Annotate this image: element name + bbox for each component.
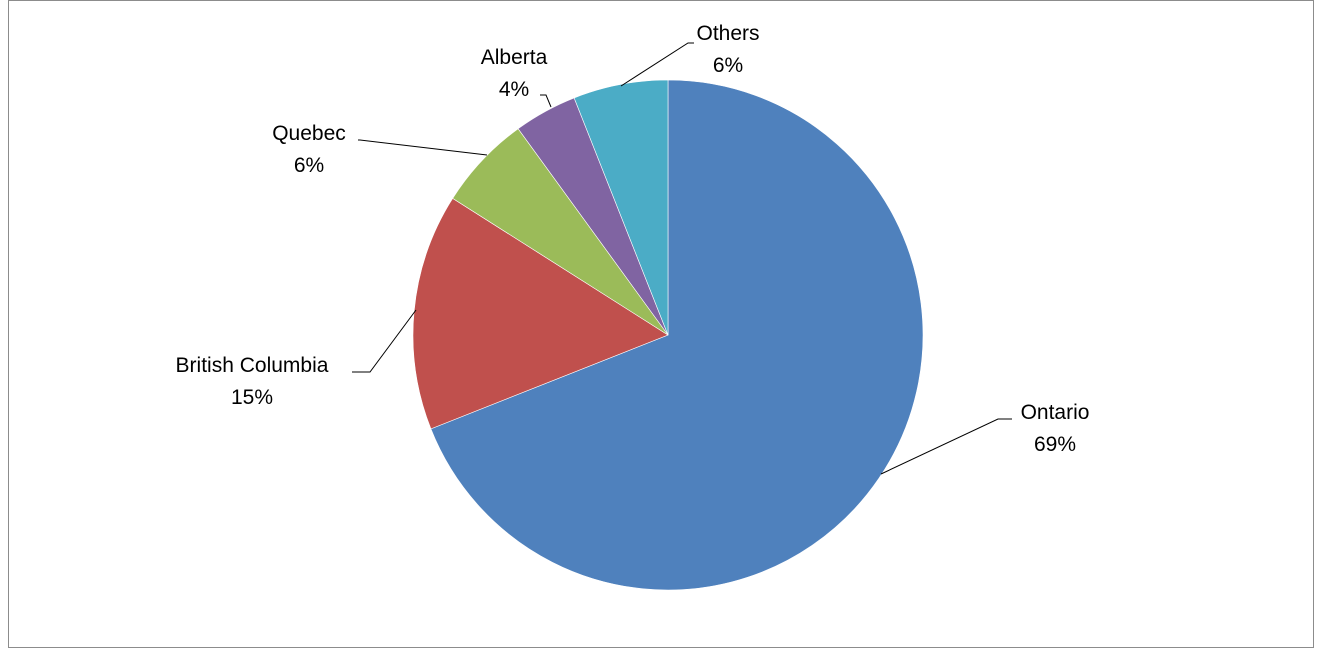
- leader-line-ontario: [880, 418, 1012, 475]
- leader-line-others: [620, 42, 694, 87]
- slice-label-alberta: Alberta: [481, 46, 548, 69]
- slice-british-columbia: [412, 197, 669, 430]
- slice-percent-quebec: 6%: [294, 154, 324, 177]
- slice-label-british-columbia: British Columbia: [176, 354, 329, 377]
- slice-percent-alberta: 4%: [499, 78, 529, 101]
- slice-ontario: [430, 79, 924, 591]
- pie-slices: [412, 79, 924, 591]
- leader-line-quebec: [358, 139, 488, 156]
- slice-percent-british-columbia: 15%: [231, 386, 273, 409]
- slice-label-quebec: Quebec: [272, 122, 346, 145]
- leader-line-alberta: [540, 94, 552, 108]
- slice-labels: Ontario 69% British Columbia 15% Quebec 6% Alb…: [176, 22, 1090, 456]
- slice-label-others: Others: [696, 22, 759, 45]
- leader-line-british-columbia: [352, 309, 417, 373]
- leader-lines: [352, 42, 1012, 475]
- slice-others: [573, 79, 669, 336]
- slice-percent-others: 6%: [713, 54, 743, 77]
- slice-label-ontario: Ontario: [1021, 401, 1090, 424]
- slice-percent-ontario: 69%: [1034, 433, 1076, 456]
